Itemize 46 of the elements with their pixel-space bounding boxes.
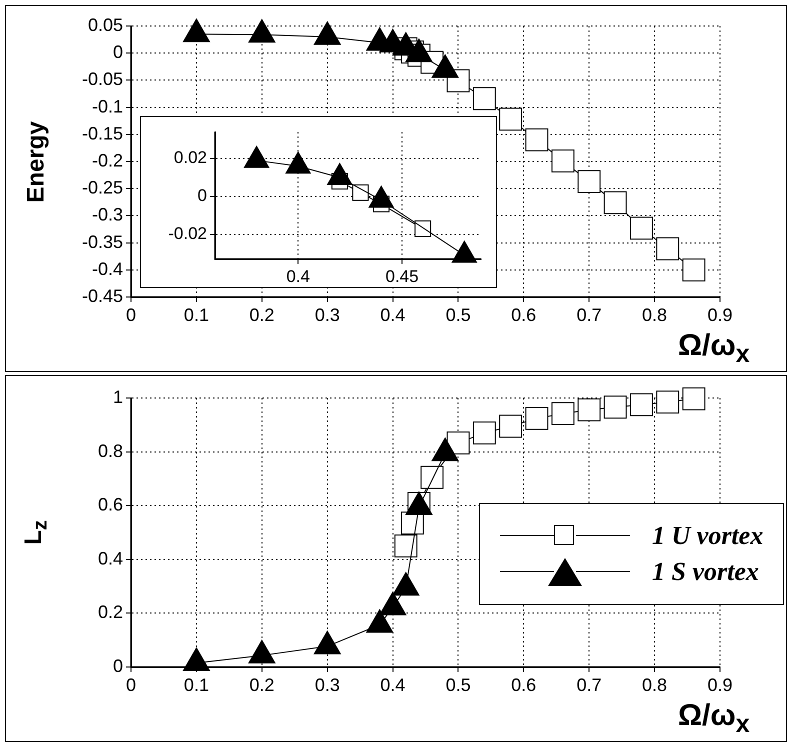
x-tick-label: 0.4: [380, 304, 406, 325]
x-tick-label: 0.7: [576, 304, 602, 325]
y-tick-label: -0.1: [92, 96, 123, 116]
y-tick-label: -0.2: [92, 150, 123, 170]
y-axis-title: Energy: [22, 120, 50, 202]
x-tick-label: 0.4: [380, 674, 406, 695]
x-tick-label: 0.1: [184, 304, 209, 325]
x-axis-title: Ω/ω$_{x}$: [678, 329, 750, 369]
y-tick-label: 0.6: [98, 494, 123, 515]
y-tick-label: -0.3: [92, 204, 123, 225]
legend-label: 1 S vortex: [652, 557, 759, 587]
x-tick-label: 0.8: [642, 304, 668, 325]
x-tick-label: 0.8: [642, 674, 668, 695]
y-tick-label: 0.2: [98, 602, 123, 622]
legend-label: 1 U vortex: [652, 521, 764, 551]
x-tick-label: 0.5: [446, 304, 471, 325]
x-tick-label: 0.3: [314, 674, 340, 695]
x-tick-label: 0.6: [511, 304, 536, 325]
y-tick-label: -0.4: [92, 258, 123, 279]
y-tick-label: 0.8: [98, 440, 123, 461]
x-tick-label: 0.6: [511, 674, 536, 695]
x-tick-label: 0.9: [707, 304, 733, 325]
x-tick-label: 0.45: [385, 266, 419, 286]
y-tick-label: -0.35: [82, 232, 123, 252]
y-tick-label: -0.15: [82, 123, 123, 144]
y-tick-label: 0: [112, 656, 123, 676]
x-tick-label: 0.2: [249, 304, 274, 325]
y-tick-label: -0.45: [82, 286, 123, 306]
x-tick-label: 0.2: [249, 674, 274, 695]
y-tick-label: 0: [112, 42, 123, 62]
x-tick-label: 0: [126, 674, 136, 695]
x-tick-label: 0: [126, 304, 136, 325]
y-tick-label: -0.25: [82, 178, 123, 198]
y-tick-label: -0.02: [168, 224, 207, 244]
x-tick-label: 0.9: [707, 674, 733, 695]
x-tick-label: 0.5: [446, 674, 471, 695]
x-axis-title: Ω/ω$_{x}$: [678, 699, 750, 739]
y-tick-label: 0.05: [88, 14, 123, 35]
y-tick-label: 0.02: [174, 148, 207, 168]
y-tick-label: -0.05: [82, 69, 123, 90]
x-tick-label: 0.1: [184, 674, 209, 695]
y-tick-label: 0.4: [98, 548, 123, 568]
y-tick-label: 0: [198, 186, 207, 206]
x-tick-label: 0.3: [314, 304, 340, 325]
x-tick-label: 0.7: [576, 674, 602, 695]
y-tick-label: 1: [112, 386, 123, 407]
